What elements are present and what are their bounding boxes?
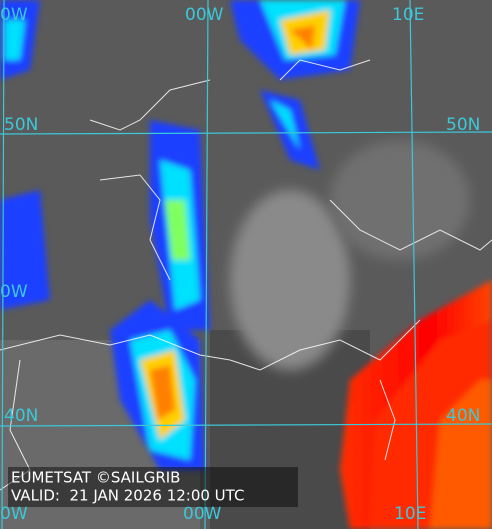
caption: EUMETSAT ©SAILGRIB VALID: 21 JAN 2026 12…	[8, 467, 298, 507]
caption-credit: EUMETSAT ©SAILGRIB	[11, 469, 180, 487]
grid-label: 40N	[4, 406, 38, 426]
meridian	[409, 0, 419, 529]
grid-label: 00W	[183, 504, 222, 524]
grid-labels: 0W 00W 10E 50N 0W 40N 50N 40N 0W 00W 10E	[0, 5, 480, 524]
grid-label: 50N	[4, 115, 38, 135]
grid-label: 0W	[0, 504, 28, 524]
grid-label: 50N	[446, 115, 480, 135]
grid-label: 10E	[392, 5, 424, 25]
grid-label: 00W	[185, 5, 224, 25]
grid-label: 40N	[446, 406, 480, 426]
parallel	[0, 131, 492, 135]
caption-valid: VALID: 21 JAN 2026 12:00 UTC	[11, 487, 244, 505]
meridian	[1, 0, 5, 529]
grid-label: 0W	[0, 5, 28, 25]
grid-label: 0W	[0, 282, 28, 302]
grid-label: 10E	[394, 504, 426, 524]
meridian	[204, 0, 209, 529]
parallel	[0, 423, 492, 427]
